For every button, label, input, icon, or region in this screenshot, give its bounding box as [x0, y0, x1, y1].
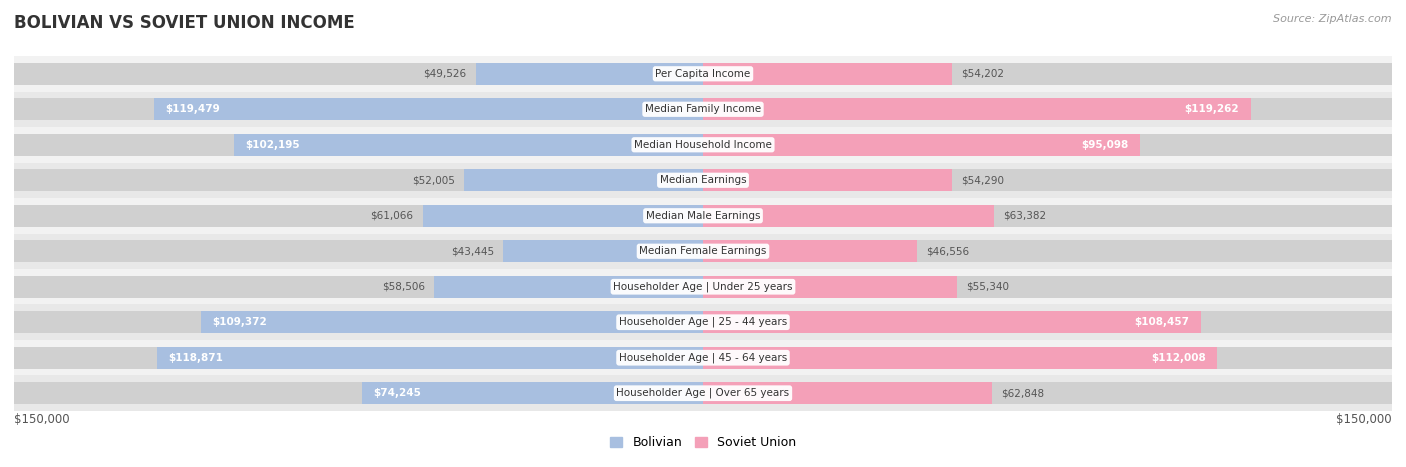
Bar — [14, 134, 703, 156]
Text: Median Male Earnings: Median Male Earnings — [645, 211, 761, 221]
Bar — [703, 98, 1251, 120]
Bar — [703, 240, 1392, 262]
Bar — [14, 269, 1392, 304]
Text: $150,000: $150,000 — [14, 413, 70, 426]
Bar — [14, 382, 703, 404]
Text: $58,506: $58,506 — [382, 282, 425, 292]
Bar — [703, 347, 1218, 369]
Text: Householder Age | 25 - 44 years: Householder Age | 25 - 44 years — [619, 317, 787, 327]
Text: Per Capita Income: Per Capita Income — [655, 69, 751, 79]
Bar — [703, 63, 1392, 85]
Text: $49,526: $49,526 — [423, 69, 467, 79]
Text: Median Family Income: Median Family Income — [645, 104, 761, 114]
Text: $109,372: $109,372 — [212, 317, 267, 327]
Text: $52,005: $52,005 — [412, 175, 456, 185]
Bar — [703, 347, 1392, 369]
Bar — [233, 134, 703, 156]
Text: $55,340: $55,340 — [966, 282, 1010, 292]
Bar — [475, 63, 703, 85]
Bar — [14, 340, 1392, 375]
Bar — [703, 205, 1392, 227]
Text: BOLIVIAN VS SOVIET UNION INCOME: BOLIVIAN VS SOVIET UNION INCOME — [14, 14, 354, 32]
Bar — [703, 311, 1392, 333]
Bar — [14, 163, 1392, 198]
Text: $43,445: $43,445 — [451, 246, 495, 256]
Text: Median Earnings: Median Earnings — [659, 175, 747, 185]
Text: $74,245: $74,245 — [374, 388, 422, 398]
Bar — [703, 134, 1392, 156]
Bar — [703, 63, 952, 85]
Text: $63,382: $63,382 — [1004, 211, 1046, 221]
Legend: Bolivian, Soviet Union: Bolivian, Soviet Union — [605, 432, 801, 454]
Bar — [14, 311, 703, 333]
Bar — [703, 169, 952, 191]
Text: $102,195: $102,195 — [245, 140, 299, 150]
Bar — [423, 205, 703, 227]
Bar — [703, 134, 1140, 156]
Text: $150,000: $150,000 — [1336, 413, 1392, 426]
Bar — [703, 169, 1392, 191]
Bar — [14, 98, 703, 120]
Bar — [14, 56, 1392, 92]
Bar — [14, 169, 703, 191]
Text: Householder Age | Over 65 years: Householder Age | Over 65 years — [616, 388, 790, 398]
Bar — [14, 375, 1392, 411]
Text: $118,871: $118,871 — [169, 353, 224, 363]
Bar — [703, 276, 957, 298]
Bar — [14, 234, 1392, 269]
Bar — [703, 382, 991, 404]
Bar — [703, 205, 994, 227]
Bar — [14, 63, 703, 85]
Text: Median Female Earnings: Median Female Earnings — [640, 246, 766, 256]
Bar — [155, 98, 703, 120]
Bar — [14, 276, 703, 298]
Text: $119,262: $119,262 — [1185, 104, 1239, 114]
Text: $119,479: $119,479 — [166, 104, 221, 114]
Text: $62,848: $62,848 — [1001, 388, 1045, 398]
Bar — [157, 347, 703, 369]
Bar — [14, 304, 1392, 340]
Text: $54,290: $54,290 — [962, 175, 1004, 185]
Bar — [201, 311, 703, 333]
Text: Householder Age | Under 25 years: Householder Age | Under 25 years — [613, 282, 793, 292]
Bar — [703, 382, 1392, 404]
Bar — [361, 382, 703, 404]
Text: $54,202: $54,202 — [962, 69, 1004, 79]
Bar — [14, 347, 703, 369]
Bar — [14, 198, 1392, 234]
Bar — [14, 127, 1392, 163]
Text: $61,066: $61,066 — [370, 211, 413, 221]
Text: Median Household Income: Median Household Income — [634, 140, 772, 150]
Text: Householder Age | 45 - 64 years: Householder Age | 45 - 64 years — [619, 353, 787, 363]
Bar — [434, 276, 703, 298]
Bar — [703, 311, 1201, 333]
Bar — [464, 169, 703, 191]
Bar — [703, 240, 917, 262]
Text: $46,556: $46,556 — [927, 246, 969, 256]
Bar — [14, 205, 703, 227]
Bar — [703, 98, 1392, 120]
Text: $95,098: $95,098 — [1081, 140, 1128, 150]
Bar — [703, 276, 1392, 298]
Text: Source: ZipAtlas.com: Source: ZipAtlas.com — [1274, 14, 1392, 24]
Bar — [14, 240, 703, 262]
Text: $108,457: $108,457 — [1135, 317, 1189, 327]
Text: $112,008: $112,008 — [1152, 353, 1206, 363]
Bar — [14, 92, 1392, 127]
Bar — [503, 240, 703, 262]
